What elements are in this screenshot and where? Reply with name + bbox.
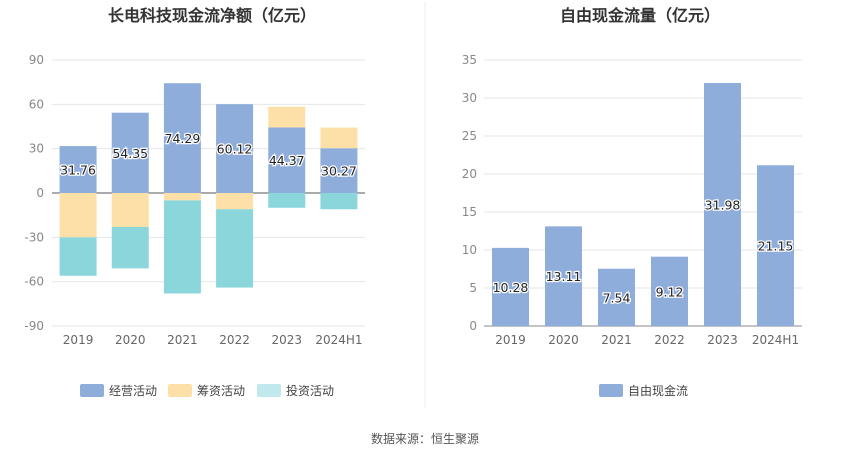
y-tick-label: 15: [462, 205, 477, 219]
data-label: 31.76: [60, 163, 96, 178]
bar-经营活动-2020: [111, 112, 149, 193]
x-tick-label: 2022: [219, 333, 250, 347]
y-tick-label: 30: [29, 142, 44, 156]
y-tick-label: 0: [469, 319, 477, 333]
data-label: 31.98: [705, 197, 741, 212]
data-label: 21.15: [758, 239, 794, 254]
x-tick-label: 2023: [271, 333, 302, 347]
x-tick-label: 2024H1: [315, 333, 362, 347]
source-note: 数据来源：恒生聚源: [371, 431, 479, 446]
x-tick-label: 2022: [654, 333, 685, 347]
bar-投资活动-2019: [59, 237, 97, 276]
data-label: 10.28: [493, 280, 529, 295]
legend-swatch[interactable]: [168, 384, 192, 397]
bar-经营活动-2019: [59, 146, 97, 193]
free-cashflow-chart: 自由现金流量（亿元） 35 30 25 20 15 10 5 0 2019 2020 2021 2022…: [462, 6, 802, 398]
bar-经营活动-2023: [268, 127, 306, 193]
data-label: 60.12: [217, 142, 253, 157]
data-label: 44.37: [269, 153, 305, 168]
bar-自由现金流-2020: [545, 226, 582, 326]
bar-筹资活动-2023: [268, 106, 306, 128]
legend-swatch[interactable]: [80, 384, 104, 397]
data-label: 30.27: [321, 164, 357, 179]
x-tick-label: 2021: [601, 333, 632, 347]
bar-自由现金流-2022: [651, 256, 688, 326]
legend-label[interactable]: 投资活动: [286, 383, 334, 398]
bar-自由现金流-2019: [492, 247, 529, 326]
x-tick-label: 2021: [167, 333, 198, 347]
x-tick-label: 2020: [548, 333, 579, 347]
bar-筹资活动-2022: [216, 193, 254, 210]
bar-经营活动-2022: [216, 104, 254, 193]
y-tick-label: 30: [462, 91, 477, 105]
x-tick-label: 2019: [495, 333, 526, 347]
y-tick-label: 20: [462, 167, 477, 181]
chart-title: 自由现金流量（亿元）: [560, 6, 720, 25]
x-tick-label: 2023: [707, 333, 738, 347]
chart-title: 长电科技现金流净额（亿元）: [108, 6, 316, 25]
y-tick-label: -60: [24, 275, 44, 289]
legend-swatch[interactable]: [257, 384, 281, 397]
y-tick-label: -90: [24, 319, 44, 333]
data-label: 7.54: [603, 290, 631, 305]
y-tick-label: 10: [462, 243, 477, 257]
y-tick-label: 25: [462, 129, 477, 143]
y-tick-label: -30: [24, 230, 44, 244]
y-tick-label: 0: [36, 186, 44, 200]
bar-投资活动-2020: [111, 226, 149, 269]
y-tick-label: 60: [29, 97, 44, 111]
data-label: 9.12: [656, 284, 684, 299]
bar-投资活动-2023: [268, 193, 306, 208]
bar-自由现金流-2024H1: [757, 165, 794, 326]
bar-自由现金流-2023: [704, 82, 741, 327]
x-tick-label: 2020: [115, 333, 146, 347]
x-tick-label: 2019: [63, 333, 94, 347]
legend-label[interactable]: 筹资活动: [197, 384, 245, 398]
bar-投资活动-2021: [163, 200, 201, 294]
y-tick-label: 90: [29, 53, 44, 67]
bar-筹资活动-2024H1: [320, 127, 358, 149]
x-tick-label: 2024H1: [752, 333, 799, 347]
bar-经营活动-2024H1: [320, 148, 358, 193]
bar-投资活动-2024H1: [320, 193, 358, 210]
bar-筹资活动-2021: [163, 193, 201, 201]
cashflow-chart: 长电科技现金流净额（亿元） 90 60 30 0 -30 -60 -90 2019 2020 202…: [24, 6, 365, 398]
bar-筹资活动-2020: [111, 193, 149, 227]
bar-投资活动-2022: [216, 209, 254, 288]
y-tick-label: 35: [462, 53, 477, 67]
data-label: 13.11: [546, 269, 582, 284]
legend-swatch[interactable]: [599, 384, 623, 397]
bar-经营活动-2021: [163, 83, 201, 193]
data-label: 54.35: [112, 146, 148, 161]
bar-自由现金流-2021: [598, 268, 635, 326]
legend-label[interactable]: 经营活动: [109, 384, 157, 398]
bar-筹资活动-2019: [59, 193, 97, 238]
legend-label[interactable]: 自由现金流: [628, 383, 688, 398]
y-tick-label: 5: [469, 281, 477, 295]
data-label: 74.29: [165, 131, 201, 146]
